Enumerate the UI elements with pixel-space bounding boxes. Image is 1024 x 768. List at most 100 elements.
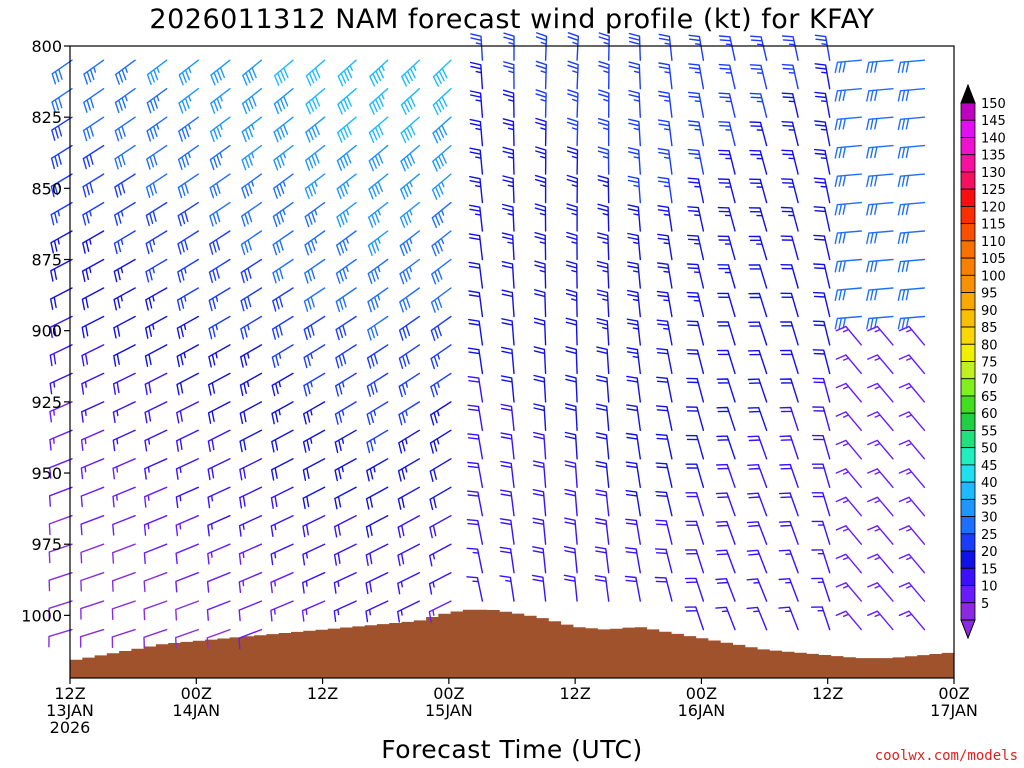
colorbar-swatch bbox=[960, 516, 976, 535]
wind-barb bbox=[81, 258, 105, 282]
wind-barb bbox=[335, 372, 357, 397]
wind-barb bbox=[596, 317, 610, 346]
wind-barb bbox=[80, 515, 105, 536]
wind-barb bbox=[209, 173, 231, 199]
wind-barb bbox=[429, 543, 452, 567]
wind-barb bbox=[778, 606, 799, 631]
wind-barb bbox=[79, 628, 105, 648]
wind-barb bbox=[51, 59, 73, 85]
wind-barb bbox=[333, 572, 357, 594]
colorbar-top-arrow bbox=[960, 83, 976, 104]
wind-barb bbox=[779, 463, 799, 488]
wind-barb bbox=[273, 173, 294, 199]
wind-barb bbox=[535, 146, 547, 175]
colorbar-swatch bbox=[960, 119, 976, 138]
wind-barb bbox=[835, 553, 862, 574]
wind-barb bbox=[835, 610, 862, 631]
wind-barb bbox=[624, 575, 641, 602]
wind-barb bbox=[779, 435, 799, 460]
wind-barb bbox=[781, 92, 799, 118]
colorbar-swatch bbox=[960, 102, 976, 121]
wind-barb bbox=[811, 492, 831, 517]
wind-barb bbox=[501, 318, 515, 346]
wind-barb bbox=[80, 486, 105, 508]
wind-barb bbox=[834, 88, 862, 102]
wind-barb bbox=[208, 258, 231, 283]
wind-barb bbox=[656, 262, 673, 289]
wind-barb bbox=[467, 433, 484, 460]
wind-barb bbox=[748, 235, 768, 261]
wind-barb bbox=[627, 232, 641, 261]
wind-barb bbox=[716, 349, 736, 375]
wind-barb bbox=[779, 349, 799, 375]
wind-barb bbox=[655, 462, 673, 488]
wind-barb bbox=[334, 429, 357, 454]
wind-barb bbox=[335, 344, 357, 369]
wind-barb bbox=[812, 406, 831, 431]
wind-barb bbox=[470, 33, 484, 61]
wind-barb bbox=[272, 287, 294, 312]
wind-barb bbox=[115, 59, 136, 85]
wind-barb bbox=[717, 206, 736, 232]
wind-barb bbox=[598, 60, 610, 90]
wind-barb bbox=[594, 546, 610, 574]
x-tick-label: 00Z bbox=[686, 684, 717, 703]
wind-barb bbox=[564, 460, 578, 488]
wind-barb bbox=[867, 582, 894, 602]
wind-barb bbox=[596, 375, 610, 403]
wind-barb bbox=[401, 59, 420, 87]
wind-barb bbox=[145, 287, 168, 311]
wind-barb bbox=[813, 148, 831, 175]
x-tick-label: 12Z bbox=[812, 684, 843, 703]
wind-barb bbox=[628, 118, 641, 147]
wind-barb bbox=[334, 486, 357, 510]
terrain-fill bbox=[70, 609, 954, 678]
colorbar-swatch bbox=[960, 412, 976, 431]
wind-barb bbox=[834, 116, 862, 131]
wind-barb bbox=[781, 149, 799, 175]
wind-barb bbox=[898, 325, 926, 346]
wind-barb bbox=[811, 463, 831, 488]
wind-barb bbox=[399, 230, 420, 257]
wind-barb bbox=[563, 574, 578, 602]
x-tick-label: 17JAN bbox=[930, 701, 978, 720]
wind-barb bbox=[533, 346, 547, 375]
colorbar-label: 65 bbox=[981, 390, 998, 405]
wind-barb bbox=[625, 490, 641, 517]
wind-barb bbox=[596, 289, 610, 318]
wind-barb bbox=[780, 235, 799, 261]
colorbar-label: 50 bbox=[981, 442, 998, 457]
colorbar-swatch bbox=[960, 395, 976, 414]
wind-barb bbox=[687, 177, 705, 204]
colorbar-label: 85 bbox=[981, 321, 998, 336]
wind-barb bbox=[500, 432, 515, 460]
wind-barb bbox=[625, 518, 641, 545]
wind-barb bbox=[367, 315, 389, 341]
wind-barb bbox=[867, 610, 894, 631]
wind-barb bbox=[810, 606, 831, 631]
wind-barb bbox=[49, 372, 73, 395]
wind-barb bbox=[531, 574, 547, 602]
colorbar-swatch bbox=[960, 188, 976, 207]
wind-barb bbox=[626, 375, 641, 403]
wind-barb bbox=[398, 429, 420, 454]
wind-barb bbox=[867, 382, 894, 403]
wind-barb bbox=[781, 35, 799, 61]
wind-barb bbox=[565, 374, 578, 403]
wind-barb bbox=[533, 374, 547, 403]
wind-barb bbox=[656, 290, 673, 318]
wind-barb bbox=[534, 232, 547, 261]
wind-barb bbox=[51, 116, 73, 141]
wind-barb bbox=[812, 320, 831, 346]
wind-barb bbox=[144, 344, 168, 367]
wind-barb bbox=[400, 144, 420, 172]
wind-barb bbox=[564, 403, 578, 431]
wind-barb bbox=[304, 230, 326, 256]
wind-barb bbox=[502, 89, 515, 118]
wind-barb bbox=[398, 372, 420, 398]
wind-barb bbox=[80, 543, 105, 564]
wind-barb bbox=[502, 175, 515, 204]
wind-barb bbox=[779, 406, 799, 431]
y-tick-label: 975 bbox=[31, 535, 62, 554]
wind-barb bbox=[814, 91, 831, 118]
